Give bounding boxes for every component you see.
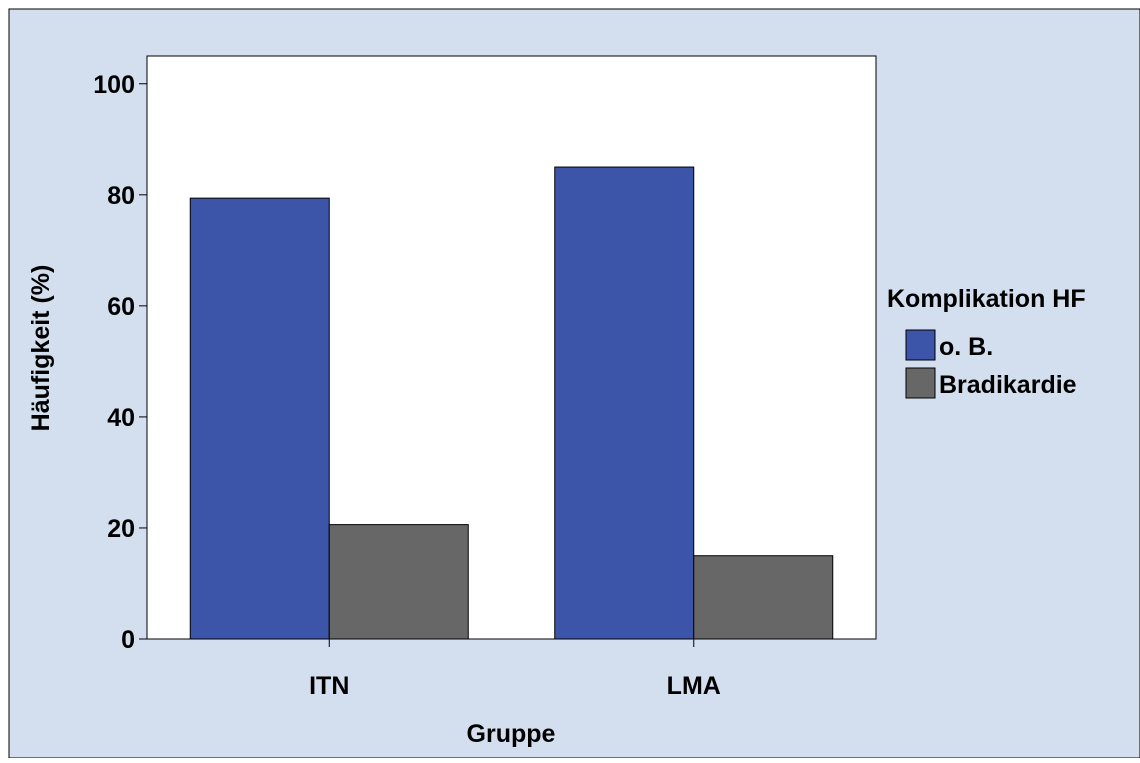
x-tick-label: LMA [667,672,721,700]
legend-title: Komplikation HF [887,285,1086,313]
bar-itn-0 [189,197,330,640]
x-tick-label: ITN [309,672,349,700]
bar-lma-1 [693,555,834,640]
bar-itn-1 [328,524,469,640]
y-tick-label: 80 [107,182,135,210]
y-axis-title: Häufigkeit (%) [27,265,55,432]
y-tick-label: 20 [107,515,135,543]
bar-lma-0 [554,166,695,640]
legend-swatch [905,367,936,399]
y-tick-label: 100 [93,71,135,99]
legend: Komplikation HF o. B. Bradikardie [887,285,1086,399]
legend-label: Bradikardie [939,371,1077,399]
y-axis: 0 20 40 60 80 100 [93,56,148,654]
bars-group [189,166,834,640]
y-tick-label: 60 [107,293,135,321]
legend-swatch [905,329,936,361]
y-tick-label: 40 [107,404,135,432]
legend-label: o. B. [939,333,993,361]
y-tick-label: 0 [121,626,135,654]
x-axis: ITN LMA [309,639,721,700]
x-axis-title: Gruppe [467,720,556,748]
